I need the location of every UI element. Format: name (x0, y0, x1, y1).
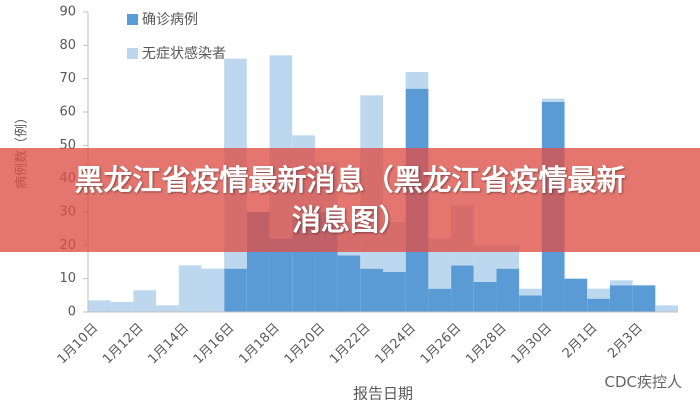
bar (110, 302, 134, 312)
x-tick-label: 1月26日 (418, 321, 465, 368)
bar (337, 255, 361, 312)
bar (609, 285, 633, 312)
bar (269, 238, 293, 312)
banner: 黑龙江省疫情最新消息（黑龙江省疫情最新消息图） (0, 148, 700, 252)
bar (519, 288, 542, 296)
bar (655, 305, 678, 312)
x-tick-label: 1月10日 (55, 321, 102, 368)
bar (473, 282, 497, 312)
bar (451, 265, 474, 312)
y-tick-label: 0 (68, 305, 76, 320)
bar (383, 272, 406, 312)
x-tick-label: 1月16日 (191, 321, 238, 368)
bar (609, 280, 633, 286)
y-tick-label: 90 (59, 5, 76, 20)
x-tick-label: 1月20日 (282, 321, 329, 368)
banner-text: 黑龙江省疫情最新消息（黑龙江省疫情最新消息图） (74, 163, 626, 237)
legend-label: 无症状感染者 (142, 45, 226, 62)
x-tick-label: 1月22日 (327, 321, 374, 368)
bar (587, 298, 610, 312)
bar (473, 245, 497, 282)
x-tick-label: 2月1日 (560, 321, 601, 362)
bar (178, 265, 202, 312)
y-tick-label: 60 (59, 105, 76, 120)
bar (564, 278, 588, 312)
bar (360, 268, 383, 312)
bar (405, 72, 429, 89)
x-axis-label: 报告日期 (353, 385, 413, 400)
bar (133, 290, 157, 312)
watermark: CDC疾控人 (604, 373, 683, 391)
x-tick-label: 2月3日 (605, 321, 646, 362)
legend-label: 确诊病例 (142, 12, 198, 28)
x-tick-label: 1月30日 (509, 321, 556, 368)
x-tick-label: 1月28日 (463, 321, 510, 368)
bar (88, 300, 111, 312)
bar (428, 288, 452, 312)
bar (541, 98, 565, 102)
bar (496, 268, 520, 312)
y-tick-label: 10 (59, 271, 76, 286)
bar (224, 268, 247, 312)
bar (519, 295, 542, 312)
bar (156, 305, 179, 312)
legend-swatch (127, 14, 138, 25)
x-tick-label: 1月14日 (146, 321, 193, 368)
y-tick-label: 70 (59, 71, 76, 86)
x-tick-label: 1月18日 (236, 321, 283, 368)
x-tick-label: 1月24日 (372, 321, 419, 368)
legend-swatch (127, 48, 138, 59)
bar (587, 288, 610, 299)
x-tick-label: 1月12日 (100, 321, 147, 368)
bar (201, 268, 225, 312)
bar (632, 285, 656, 312)
y-tick-label: 80 (59, 38, 76, 53)
